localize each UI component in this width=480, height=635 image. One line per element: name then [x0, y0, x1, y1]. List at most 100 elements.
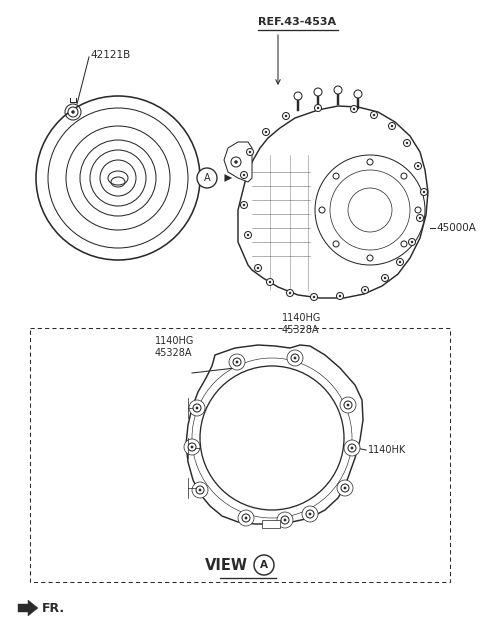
Circle shape [283, 112, 289, 119]
Circle shape [238, 510, 254, 526]
Circle shape [193, 404, 201, 412]
Polygon shape [224, 142, 252, 182]
Circle shape [314, 105, 322, 112]
Circle shape [347, 404, 349, 406]
Circle shape [367, 255, 373, 261]
Circle shape [184, 439, 200, 455]
Circle shape [254, 555, 274, 575]
Circle shape [404, 140, 410, 147]
Circle shape [240, 201, 248, 208]
Circle shape [417, 215, 423, 222]
Circle shape [401, 173, 407, 179]
Circle shape [247, 149, 253, 156]
Circle shape [313, 296, 315, 298]
Circle shape [244, 232, 252, 239]
Text: A: A [260, 560, 268, 570]
Text: 1140HK: 1140HK [368, 445, 406, 455]
Circle shape [281, 516, 289, 524]
Circle shape [396, 258, 404, 265]
Circle shape [334, 86, 342, 94]
Text: VIEW: VIEW [205, 558, 248, 573]
Circle shape [229, 354, 245, 370]
Circle shape [192, 482, 208, 498]
Text: A: A [204, 173, 210, 183]
Circle shape [287, 290, 293, 297]
Circle shape [371, 112, 377, 119]
Circle shape [243, 174, 245, 177]
Circle shape [68, 107, 78, 117]
Circle shape [399, 261, 401, 264]
Circle shape [339, 295, 341, 297]
Circle shape [196, 486, 204, 494]
Circle shape [71, 110, 75, 114]
Circle shape [361, 286, 369, 293]
Circle shape [249, 150, 251, 153]
Bar [30, 328, 450, 582]
Circle shape [415, 207, 421, 213]
Circle shape [333, 173, 339, 179]
Circle shape [240, 171, 248, 178]
Circle shape [406, 142, 408, 144]
Circle shape [197, 168, 217, 188]
Circle shape [373, 114, 375, 116]
Circle shape [364, 289, 366, 291]
Circle shape [419, 217, 421, 219]
Circle shape [401, 241, 407, 247]
Circle shape [199, 488, 202, 491]
Circle shape [391, 124, 393, 127]
Circle shape [189, 400, 205, 416]
Circle shape [243, 204, 245, 206]
Circle shape [257, 267, 259, 269]
Circle shape [417, 164, 419, 167]
Circle shape [287, 350, 303, 366]
Circle shape [196, 406, 198, 410]
Circle shape [337, 480, 353, 496]
Circle shape [354, 90, 362, 98]
Circle shape [411, 241, 413, 243]
Circle shape [367, 159, 373, 165]
Circle shape [263, 128, 269, 135]
Circle shape [200, 366, 344, 510]
Circle shape [277, 512, 293, 528]
Circle shape [294, 92, 302, 100]
Circle shape [289, 291, 291, 294]
Circle shape [315, 155, 425, 265]
Circle shape [269, 281, 271, 283]
Circle shape [284, 519, 287, 521]
Text: 1140HG
45328A: 1140HG 45328A [155, 337, 194, 358]
Bar [262, 520, 280, 528]
Circle shape [353, 108, 355, 110]
Circle shape [420, 189, 428, 196]
Circle shape [408, 239, 416, 246]
Circle shape [423, 190, 425, 193]
Circle shape [306, 510, 314, 518]
Circle shape [344, 440, 360, 456]
Circle shape [188, 443, 196, 451]
Text: 1140HG
45328A: 1140HG 45328A [282, 314, 322, 335]
Circle shape [294, 357, 296, 359]
Circle shape [344, 486, 347, 490]
Circle shape [191, 446, 193, 448]
Circle shape [311, 293, 317, 300]
Text: REF.43-453A: REF.43-453A [258, 17, 336, 27]
Circle shape [382, 274, 388, 281]
Circle shape [236, 361, 239, 363]
Circle shape [350, 446, 353, 450]
Circle shape [234, 160, 238, 164]
Circle shape [340, 397, 356, 413]
Circle shape [317, 107, 319, 109]
Circle shape [285, 115, 287, 117]
Circle shape [242, 514, 250, 522]
Circle shape [336, 293, 344, 300]
Circle shape [233, 358, 241, 366]
Circle shape [314, 88, 322, 96]
Text: 45000A: 45000A [436, 223, 476, 233]
Polygon shape [238, 106, 428, 298]
Text: 42121B: 42121B [90, 50, 130, 60]
Circle shape [350, 105, 358, 112]
Circle shape [291, 354, 299, 362]
Polygon shape [186, 345, 363, 524]
Circle shape [388, 123, 396, 130]
Circle shape [231, 157, 241, 167]
Circle shape [319, 207, 325, 213]
